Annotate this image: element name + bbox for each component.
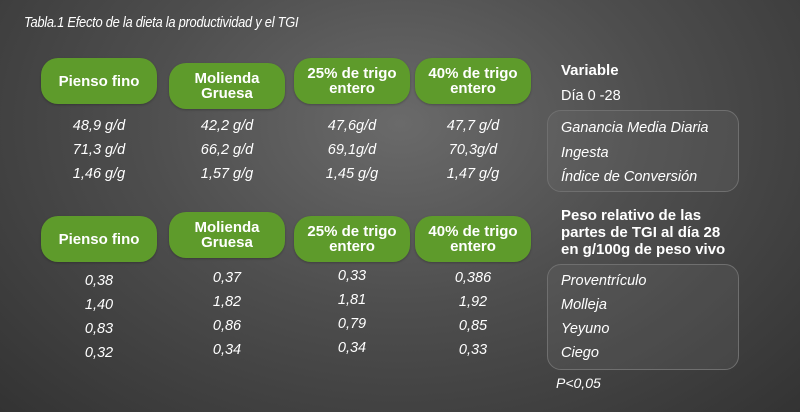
label-ciego: Ciego — [561, 345, 599, 361]
header2-molienda-gruesa: Molienda Gruesa — [169, 212, 285, 258]
period-label: Día 0 -28 — [561, 88, 621, 104]
table-cell: 1,40 — [84, 297, 114, 313]
label-indice-conversion: Índice de Conversión — [561, 169, 698, 185]
table-cell: 1,46 g/g — [72, 166, 126, 182]
header2-25-trigo: 25% de trigo entero — [294, 216, 410, 262]
variable-heading: Variable — [561, 62, 619, 79]
table-cell: 0,86 — [212, 318, 242, 334]
header-25-trigo: 25% de trigo entero — [294, 58, 410, 104]
table2-col-molienda-gruesa: 0,37 1,82 0,86 0,34 — [167, 266, 287, 362]
table1-col-molienda-gruesa: 42,2 g/d 66,2 g/d 1,57 g/g — [167, 114, 287, 186]
table-cell: 47,6g/d — [327, 118, 377, 134]
table-cell: 1,82 — [212, 294, 242, 310]
table2-col-40-trigo: 0,386 1,92 0,85 0,33 — [413, 266, 533, 362]
table-cell: 70,3g/d — [448, 142, 498, 158]
table-cell: 0,37 — [212, 270, 242, 286]
table-cell: 1,57 g/g — [200, 166, 254, 182]
header-pienso-fino: Pienso fino — [41, 58, 157, 104]
table-cell: 47,7 g/d — [446, 118, 500, 134]
variable-labels-box: Ganancia Media Diaria Ingesta Índice de … — [547, 110, 739, 192]
table-cell: 1,45 g/g — [325, 166, 379, 182]
table-cell: 69,1g/d — [327, 142, 377, 158]
table-cell: 0,38 — [84, 273, 114, 289]
table-cell: 48,9 g/d — [72, 118, 126, 134]
table-cell: 0,386 — [454, 270, 492, 286]
heading-line: partes de TGI al día 28 — [561, 224, 721, 241]
table-cell: 0,85 — [458, 318, 488, 334]
label-ingesta: Ingesta — [561, 145, 609, 161]
table-cell: 66,2 g/d — [200, 142, 254, 158]
table2-col-pienso-fino: 0,38 1,40 0,83 0,32 — [39, 269, 159, 365]
table-cell: 0,34 — [212, 342, 242, 358]
table-cell: 0,34 — [337, 340, 367, 356]
heading-line: en g/100g de peso vivo — [561, 241, 726, 258]
label-yeyuno: Yeyuno — [561, 321, 610, 337]
table-cell: 1,81 — [337, 292, 367, 308]
label-molleja: Molleja — [561, 297, 607, 313]
table-cell: 0,33 — [337, 268, 367, 284]
header2-pienso-fino: Pienso fino — [41, 216, 157, 262]
table-cell: 0,83 — [84, 321, 114, 337]
table1-col-40-trigo: 47,7 g/d 70,3g/d 1,47 g/g — [413, 114, 533, 186]
table-cell: 42,2 g/d — [200, 118, 254, 134]
header-40-trigo: 40% de trigo entero — [415, 58, 531, 104]
table2-col-25-trigo: 0,33 1,81 0,79 0,34 — [292, 264, 412, 360]
table-cell: 0,33 — [458, 342, 488, 358]
table-title: Tabla.1 Efecto de la dieta la productivi… — [24, 14, 299, 31]
table1-col-25-trigo: 47,6g/d 69,1g/d 1,45 g/g — [292, 114, 412, 186]
table-cell: 1,47 g/g — [446, 166, 500, 182]
header2-40-trigo: 40% de trigo entero — [415, 216, 531, 262]
table-cell: 1,92 — [458, 294, 488, 310]
label-proventriculo: Proventrículo — [561, 273, 647, 289]
heading-line: Peso relativo de las — [561, 207, 702, 224]
significance-footnote: P<0,05 — [556, 375, 601, 391]
table-cell: 0,32 — [84, 345, 114, 361]
gi-parts-labels-box: Proventrículo Molleja Yeyuno Ciego — [547, 264, 739, 370]
table-cell: 71,3 g/d — [72, 142, 126, 158]
label-ganancia-media-diaria: Ganancia Media Diaria — [561, 120, 709, 136]
header-molienda-gruesa: Molienda Gruesa — [169, 63, 285, 109]
relative-weight-heading: Peso relativo de las partes de TGI al dí… — [561, 207, 725, 258]
table1-col-pienso-fino: 48,9 g/d 71,3 g/d 1,46 g/g — [39, 114, 159, 186]
table-cell: 0,79 — [337, 316, 367, 332]
